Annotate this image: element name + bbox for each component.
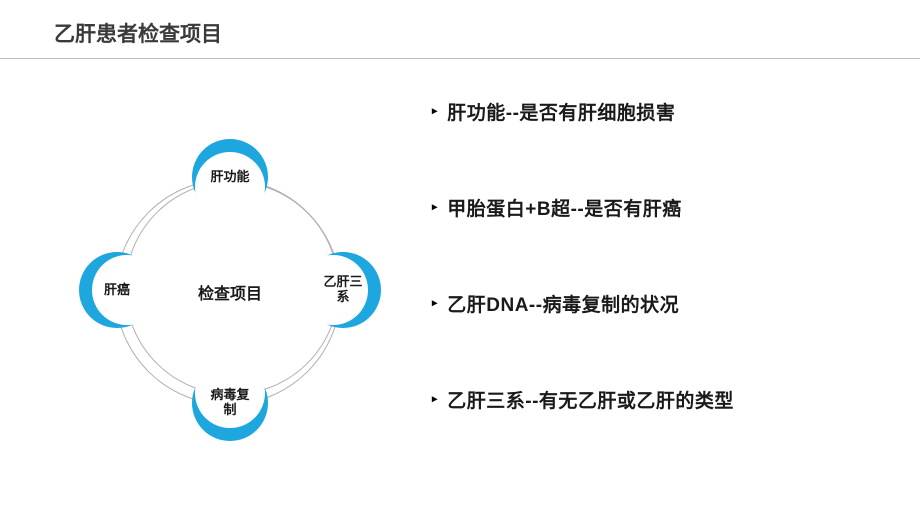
bullet-marker-icon: ▸: [432, 102, 437, 121]
bullet-item: ▸ 肝功能--是否有肝细胞损害: [432, 98, 902, 125]
bullet-text: 甲胎蛋白+B超--是否有肝癌: [447, 194, 681, 221]
bullet-marker-icon: ▸: [432, 198, 437, 217]
node-label: 病毒复制: [192, 388, 268, 418]
bullet-marker-icon: ▸: [432, 294, 437, 313]
bullet-item: ▸ 乙肝三系--有无乙肝或乙肝的类型: [432, 386, 902, 413]
diagram-node-left: 肝癌: [79, 252, 155, 328]
diagram-node-right: 乙肝三系: [305, 252, 381, 328]
node-label: 肝癌: [79, 283, 155, 298]
bullet-text: 肝功能--是否有肝细胞损害: [447, 98, 675, 125]
bullet-text: 乙肝DNA--病毒复制的状况: [447, 290, 679, 317]
diagram-center-label: 检查项目: [170, 280, 290, 304]
diagram-node-top: 肝功能: [192, 139, 268, 215]
diagram-node-bottom: 病毒复制: [192, 365, 268, 441]
bullet-marker-icon: ▸: [432, 390, 437, 409]
bullet-list: ▸ 肝功能--是否有肝细胞损害 ▸ 甲胎蛋白+B超--是否有肝癌 ▸ 乙肝DNA--病毒复…: [432, 98, 902, 413]
node-crescent: [195, 152, 265, 222]
node-label: 肝功能: [192, 170, 268, 185]
bullet-item: ▸ 甲胎蛋白+B超--是否有肝癌: [432, 194, 902, 221]
bullet-text: 乙肝三系--有无乙肝或乙肝的类型: [447, 386, 734, 413]
radial-diagram: 检查项目 肝功能乙肝三系病毒复制 肝癌: [0, 0, 460, 518]
node-label: 乙肝三系: [305, 275, 381, 305]
bullet-item: ▸ 乙肝DNA--病毒复制的状况: [432, 290, 902, 317]
slide: 乙肝患者检查项目 检查项目肝功能乙肝三系病毒复制肝癌 ▸肝功能--是否有肝细胞损…: [0, 0, 920, 518]
